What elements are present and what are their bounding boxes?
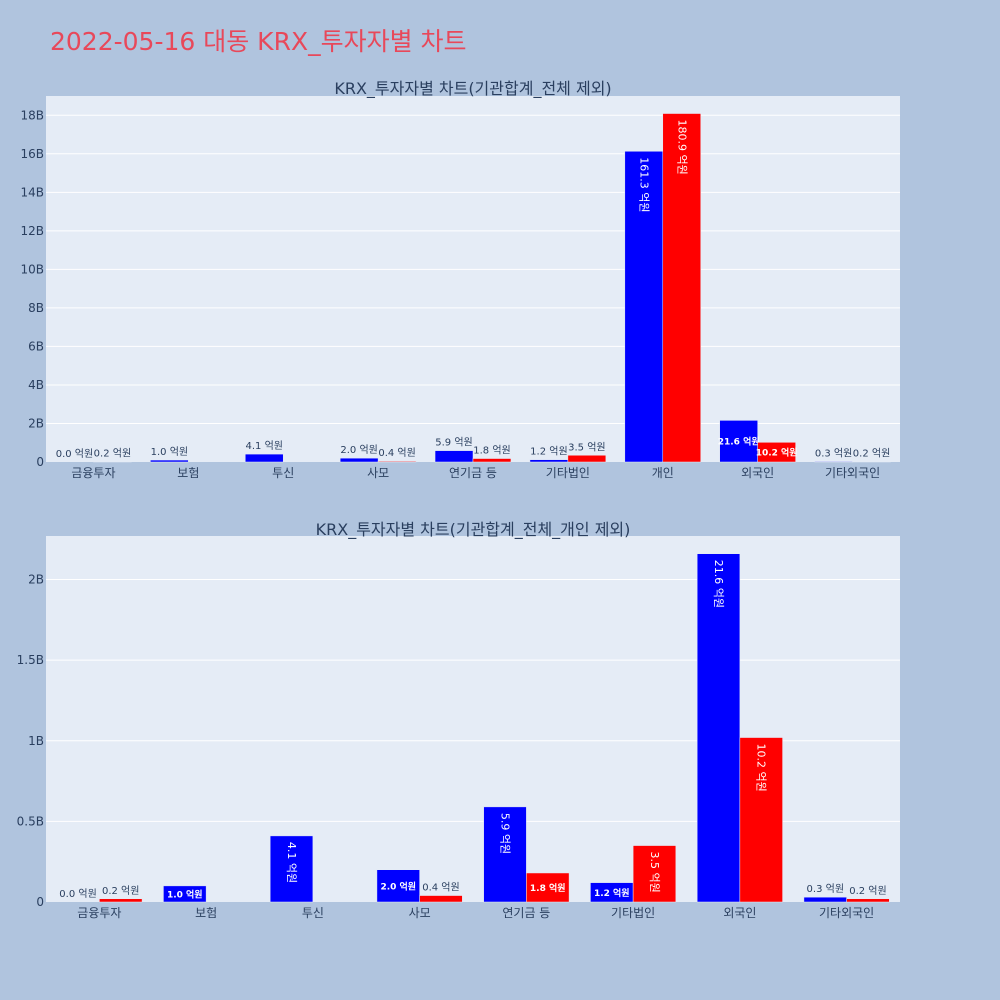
y-tick-label: 2B: [28, 573, 44, 587]
x-tick-label: 외국인: [723, 906, 756, 920]
bar: [434, 450, 474, 463]
x-tick-label: 투신: [272, 466, 294, 480]
data-label: 21.6 억원: [712, 560, 725, 608]
data-label: 1.2 억원: [530, 446, 567, 458]
y-tick-label: 10B: [20, 262, 44, 276]
x-tick-label: 기타법인: [546, 466, 590, 480]
data-label: 10.2 억원: [756, 447, 798, 459]
x-tick-label: 기타외국인: [819, 906, 874, 920]
data-label: 0.4 억원: [378, 447, 415, 459]
x-tick-label: 보험: [177, 466, 199, 480]
bar: [529, 459, 569, 463]
data-label: 4.1 억원: [285, 842, 298, 883]
bar: [757, 442, 796, 463]
y-tick-label: 14B: [20, 185, 44, 199]
bar: [269, 835, 314, 903]
chart-title: KRX_투자자별 차트(기관합계_전체 제외): [334, 79, 611, 99]
data-label: 0.0 억원: [59, 888, 96, 900]
bar: [99, 898, 143, 903]
data-label: 1.2 억원: [594, 887, 630, 899]
chart-title: KRX_투자자별 차트(기관합계_전체_개인 제외): [316, 520, 631, 540]
x-tick-label: 보험: [195, 906, 217, 920]
y-tick-label: 6B: [28, 339, 44, 353]
bar: [632, 845, 677, 903]
bar: [163, 885, 207, 903]
x-tick-label: 사모: [367, 466, 389, 480]
y-tick-label: 16B: [20, 147, 44, 161]
bar: [339, 457, 379, 463]
data-label: 0.2 억원: [849, 885, 886, 897]
data-label: 0.2 억원: [94, 448, 131, 460]
x-tick-label: 기타외국인: [825, 466, 880, 480]
y-tick-label: 0: [36, 455, 44, 469]
bar: [245, 453, 284, 463]
bar: [419, 895, 463, 903]
data-label: 3.5 억원: [568, 441, 605, 453]
bar: [376, 869, 420, 903]
data-label: 10.2 억원: [755, 744, 768, 792]
bar: [814, 461, 853, 463]
y-tick-label: 8B: [28, 301, 44, 315]
y-tick-label: 0: [36, 895, 44, 909]
bar: [624, 151, 664, 463]
bar: [483, 806, 527, 903]
data-label: 180.9 억원: [675, 120, 688, 175]
bar: [377, 460, 417, 463]
data-label: 0.3 억원: [807, 883, 844, 895]
y-tick-label: 0.5B: [17, 814, 44, 828]
bar: [803, 896, 847, 903]
bar: [567, 455, 607, 463]
bar: [719, 420, 758, 463]
chart-1: 0 2B 4B 6B 8B 10B 12B 14B 16B 18B KRX_투자자별 차트(기관합계…: [20, 79, 900, 480]
data-label: 0.4 억원: [422, 882, 459, 894]
data-label: 0.2 억원: [853, 448, 890, 460]
y-tick-label: 12B: [20, 224, 44, 238]
x-tick-label: 연기금 등: [449, 466, 497, 480]
y-tick-label: 1B: [28, 734, 44, 748]
bar: [739, 737, 783, 903]
y-tick-label: 2B: [28, 416, 44, 430]
data-label: 1.0 억원: [151, 446, 188, 458]
y-tick-label: 1.5B: [17, 653, 44, 667]
data-label: 0.0 억원: [56, 448, 93, 460]
data-label: 2.0 억원: [340, 444, 377, 456]
data-label: 0.2 억원: [102, 885, 139, 897]
x-tick-label: 사모: [409, 906, 431, 920]
data-label: 1.8 억원: [473, 445, 510, 457]
data-label: 161.3 억원: [637, 157, 650, 212]
x-tick-label: 개인: [652, 466, 674, 480]
page-title: 2022-05-16 대동 KRX_투자자별 차트: [50, 27, 467, 56]
data-label: 2.0 억원: [380, 880, 416, 892]
data-label: 21.6 억원: [718, 436, 760, 448]
x-tick-label: 금융투자: [77, 906, 121, 920]
bar: [662, 113, 701, 463]
y-tick-label: 4B: [28, 378, 44, 392]
data-label: 3.5 억원: [648, 852, 661, 893]
x-tick-label: 금융투자: [71, 466, 115, 480]
bar: [526, 872, 570, 903]
bar: [696, 553, 741, 903]
data-label: 5.9 억원: [499, 813, 512, 854]
x-tick-label: 기타법인: [611, 906, 655, 920]
data-label: 1.8 억원: [530, 882, 566, 894]
plot-area: [46, 96, 900, 462]
bar: [150, 459, 189, 463]
data-label: 5.9 억원: [435, 437, 472, 449]
x-tick-label: 외국인: [741, 466, 774, 480]
data-label: 1.0 억원: [167, 888, 203, 900]
bar: [846, 898, 890, 903]
x-tick-label: 연기금 등: [502, 906, 550, 920]
bar: [472, 458, 512, 463]
x-tick-label: 투신: [302, 906, 324, 920]
data-label: 0.3 억원: [815, 447, 852, 459]
chart-2: 0 0.5B 1B 1.5B 2B KRX_투자자별 차트(기관합계_전체_개인 제외) 금…: [17, 520, 900, 920]
y-tick-label: 18B: [20, 108, 44, 122]
data-label: 4.1 억원: [246, 440, 283, 452]
